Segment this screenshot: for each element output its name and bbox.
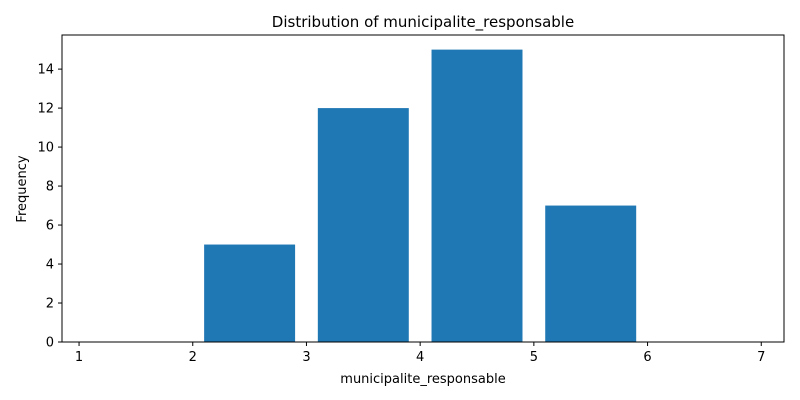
y-tick-label: 4 <box>46 258 54 273</box>
x-tick-label: 4 <box>416 350 424 365</box>
x-tick-label: 7 <box>757 350 765 365</box>
bar-4 <box>545 205 637 342</box>
chart-title: Distribution of municipalite_responsable <box>272 13 574 32</box>
bar-1 <box>204 244 296 342</box>
x-tick-label: 6 <box>643 350 651 365</box>
x-axis-ticks: 1 2 3 4 5 6 7 <box>75 342 765 365</box>
y-tick-label: 10 <box>37 141 54 156</box>
bar-2 <box>317 108 409 342</box>
y-tick-label: 2 <box>46 297 54 312</box>
y-tick-label: 6 <box>46 219 54 234</box>
x-tick-label: 1 <box>75 350 83 365</box>
y-axis-ticks: 0 2 4 6 8 10 12 14 <box>37 63 62 351</box>
x-tick-label: 5 <box>530 350 538 365</box>
y-tick-label: 0 <box>46 336 54 351</box>
bars-layer <box>204 49 637 343</box>
y-tick-label: 12 <box>37 102 54 117</box>
y-axis-label: Frequency <box>15 155 30 222</box>
y-tick-label: 8 <box>46 180 54 195</box>
y-tick-label: 14 <box>37 63 54 78</box>
x-axis-label: municipalite_responsable <box>340 372 505 387</box>
x-tick-label: 3 <box>302 350 310 365</box>
plot-frame <box>61 34 785 343</box>
x-tick-label: 2 <box>189 350 197 365</box>
bar-3 <box>431 49 523 343</box>
